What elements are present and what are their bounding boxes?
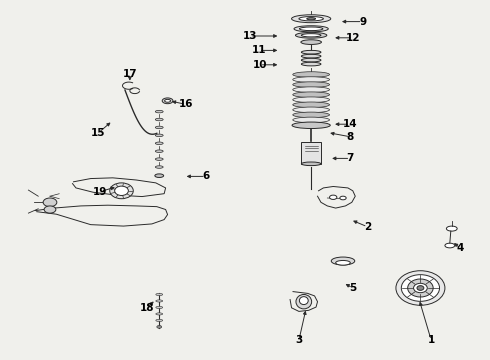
Ellipse shape: [296, 294, 312, 309]
Ellipse shape: [301, 33, 321, 37]
Text: 19: 19: [93, 186, 108, 197]
Ellipse shape: [445, 243, 455, 248]
Ellipse shape: [43, 198, 57, 207]
Ellipse shape: [44, 206, 56, 213]
Ellipse shape: [293, 107, 329, 113]
Text: 3: 3: [295, 335, 302, 345]
Ellipse shape: [301, 58, 321, 62]
Ellipse shape: [292, 122, 330, 129]
Ellipse shape: [156, 306, 163, 309]
Text: 8: 8: [347, 132, 354, 142]
Ellipse shape: [115, 186, 128, 195]
Ellipse shape: [156, 313, 163, 315]
Text: 17: 17: [122, 69, 137, 79]
Ellipse shape: [156, 319, 163, 321]
Ellipse shape: [292, 15, 331, 23]
Ellipse shape: [401, 275, 440, 301]
Ellipse shape: [336, 261, 350, 265]
Ellipse shape: [293, 92, 329, 98]
Ellipse shape: [155, 174, 164, 177]
Ellipse shape: [331, 257, 355, 265]
Ellipse shape: [155, 142, 163, 144]
Ellipse shape: [340, 196, 346, 200]
Text: 13: 13: [243, 31, 257, 41]
Ellipse shape: [162, 98, 173, 104]
Ellipse shape: [294, 26, 328, 32]
Ellipse shape: [157, 325, 162, 328]
Ellipse shape: [299, 17, 323, 21]
Ellipse shape: [396, 271, 445, 305]
Ellipse shape: [414, 283, 427, 293]
Ellipse shape: [329, 195, 337, 199]
Ellipse shape: [301, 40, 321, 44]
Ellipse shape: [165, 99, 171, 102]
Text: 5: 5: [349, 283, 356, 293]
Ellipse shape: [155, 166, 163, 168]
Text: 15: 15: [91, 128, 105, 138]
Ellipse shape: [110, 183, 133, 199]
Text: 16: 16: [179, 99, 194, 109]
Ellipse shape: [155, 118, 163, 121]
Ellipse shape: [293, 82, 329, 87]
Ellipse shape: [408, 279, 433, 297]
Ellipse shape: [155, 111, 163, 113]
Ellipse shape: [446, 226, 457, 231]
Ellipse shape: [156, 293, 163, 296]
Text: 4: 4: [457, 243, 465, 253]
Text: 14: 14: [343, 119, 358, 129]
Text: 18: 18: [140, 303, 154, 313]
Ellipse shape: [299, 27, 323, 31]
Ellipse shape: [293, 117, 329, 123]
Text: 2: 2: [364, 222, 371, 232]
Ellipse shape: [293, 72, 329, 77]
Text: 9: 9: [359, 17, 366, 27]
Ellipse shape: [155, 134, 163, 137]
Ellipse shape: [417, 286, 424, 290]
Ellipse shape: [295, 32, 327, 38]
Ellipse shape: [299, 297, 308, 305]
Ellipse shape: [293, 77, 329, 82]
Ellipse shape: [301, 62, 321, 66]
Ellipse shape: [301, 162, 321, 166]
Text: 1: 1: [428, 335, 435, 345]
Text: 11: 11: [251, 45, 266, 55]
Ellipse shape: [301, 50, 321, 54]
Text: 10: 10: [252, 60, 267, 70]
Ellipse shape: [293, 97, 329, 103]
Ellipse shape: [307, 18, 316, 20]
Ellipse shape: [293, 112, 329, 118]
Text: 6: 6: [202, 171, 209, 181]
Ellipse shape: [293, 102, 329, 108]
Bar: [301, 142, 321, 164]
Text: 12: 12: [345, 33, 360, 43]
Ellipse shape: [293, 87, 329, 93]
Ellipse shape: [155, 126, 163, 129]
Ellipse shape: [155, 150, 163, 153]
Ellipse shape: [301, 54, 321, 58]
Text: 7: 7: [346, 153, 354, 163]
Ellipse shape: [156, 300, 163, 302]
Ellipse shape: [155, 158, 163, 161]
